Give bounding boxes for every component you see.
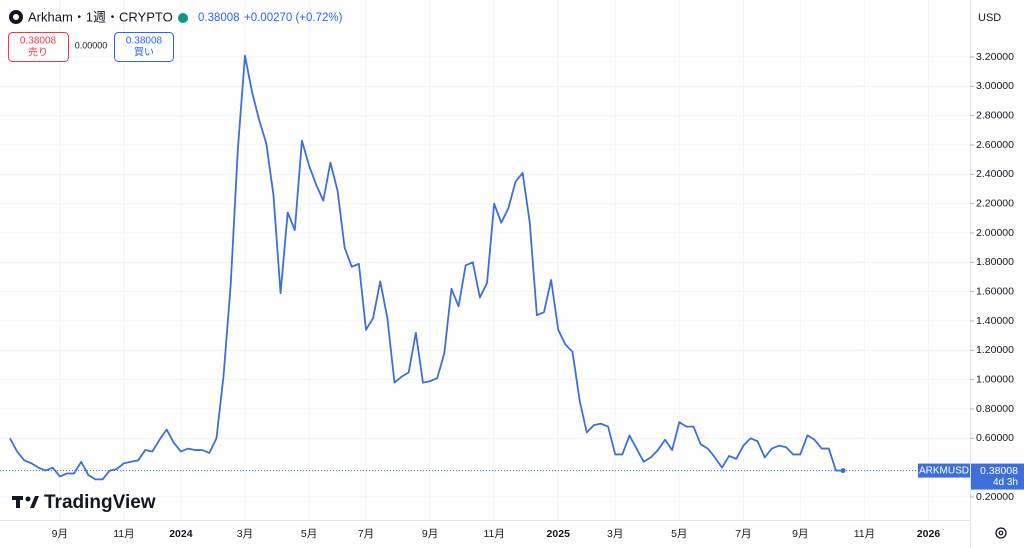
- grid: [0, 0, 970, 520]
- spread: 0.00000: [75, 40, 108, 50]
- symbol-tag-label: ARKMUSD: [919, 466, 969, 477]
- y-tick-label: 2.00000: [976, 227, 1014, 239]
- x-tick-label: 11月: [854, 528, 875, 540]
- symbol-tag: [918, 463, 970, 478]
- x-tick-label: 2024: [169, 528, 193, 540]
- y-tick-label: 3.00000: [976, 80, 1014, 92]
- y-tick-label: 2.60000: [976, 139, 1014, 151]
- symbol-logo-inner: [13, 14, 19, 20]
- x-tick-label: 11月: [113, 528, 134, 540]
- y-tick-label: 1.20000: [976, 344, 1014, 356]
- x-tick-label: 9月: [52, 528, 68, 540]
- brand-logo: [12, 496, 39, 508]
- sell-button[interactable]: [8, 32, 69, 62]
- x-tick-label: 2025: [547, 528, 571, 540]
- brand-name: TradingView: [44, 492, 156, 513]
- settings-button[interactable]: [995, 527, 1007, 539]
- price-tag: [971, 463, 1024, 490]
- price-change: +0.00270 (+0.72%): [244, 12, 343, 24]
- chart-title: Arkham・1週・CRYPTO: [28, 9, 173, 24]
- x-tick-label: 3月: [607, 528, 623, 540]
- plot: [0, 54, 970, 481]
- x-tick-label: 9月: [792, 528, 808, 540]
- y-tick-label: 1.40000: [976, 315, 1014, 327]
- y-tick-label: 2.40000: [976, 168, 1014, 180]
- last-point: [840, 468, 846, 474]
- y-tick-label: 1.00000: [976, 373, 1014, 385]
- settings-icon: [998, 530, 1004, 536]
- y-tick-label: 0.60000: [976, 432, 1014, 444]
- countdown: 4d 3h: [993, 477, 1018, 488]
- x-tick-label: 9月: [422, 528, 438, 540]
- x-tick-label: 2026: [917, 528, 941, 540]
- x-tick-label: 7月: [735, 528, 751, 540]
- sell-label: 売り: [28, 46, 48, 59]
- market-status[interactable]: [178, 13, 188, 23]
- y-tick-label: 2.20000: [976, 197, 1014, 209]
- x-tick-label: 7月: [358, 528, 374, 540]
- buy-price: 0.38008: [126, 36, 163, 47]
- price-tag-label: 0.38008: [980, 465, 1018, 477]
- x-tick-label: 11月: [483, 528, 504, 540]
- y-tick-label: 3.20000: [976, 51, 1014, 63]
- x-tick-label: 3月: [237, 528, 253, 540]
- buy-button[interactable]: [114, 32, 174, 62]
- last-price: 0.38008: [198, 12, 240, 24]
- sell-price: 0.38008: [20, 36, 57, 47]
- x-tick-label: 5月: [671, 528, 687, 540]
- y-tick-label: 1.80000: [976, 256, 1014, 268]
- y-tick-label: 2.80000: [976, 109, 1014, 121]
- y-tick-label: 1.60000: [976, 285, 1014, 297]
- currency[interactable]: USD: [978, 12, 1001, 24]
- buy-label: 買い: [134, 47, 154, 59]
- price-line: [9, 54, 844, 481]
- y-tick-label: 0.20000: [976, 491, 1014, 503]
- y-tick-label: 0.80000: [976, 403, 1014, 415]
- x-tick-label: 5月: [301, 528, 317, 540]
- axes: 0.20000 0.60000 0.80000 1.00000 1.20000 1.400…: [52, 51, 1024, 540]
